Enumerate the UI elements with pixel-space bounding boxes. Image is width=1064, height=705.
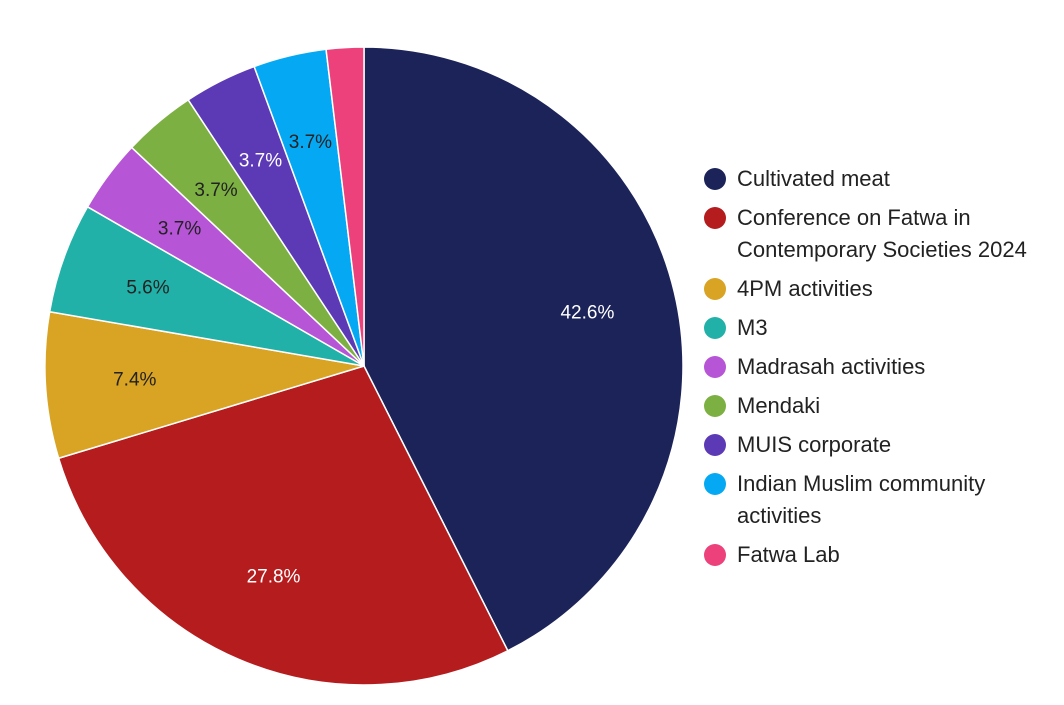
legend-label: MUIS corporate bbox=[737, 432, 892, 457]
pie-slice-cultivated-meat[interactable] bbox=[363, 46, 684, 652]
legend-item[interactable]: Cultivated meat bbox=[704, 163, 1060, 195]
pie-slice-labels: 42.6%27.8%7.4%5.6%3.7%3.7%3.7%3.7% bbox=[113, 132, 614, 587]
legend-item[interactable]: 4PM activities bbox=[704, 273, 1060, 305]
pie-slice-conference-on-fatwa-in-contemporary-societies-2024[interactable] bbox=[57, 365, 509, 686]
legend-swatch bbox=[704, 544, 726, 566]
legend-item[interactable]: MUIS corporate bbox=[704, 429, 1060, 461]
legend-swatch bbox=[704, 434, 726, 456]
pie-chart-canvas: 42.6%27.8%7.4%5.6%3.7%3.7%3.7%3.7% bbox=[44, 46, 684, 686]
legend-label: Cultivated meat bbox=[737, 166, 890, 191]
legend-item[interactable]: M3 bbox=[704, 312, 1060, 344]
pie-slice-value-label: 3.7% bbox=[158, 219, 201, 240]
pie-slice-4pm-activities[interactable] bbox=[44, 310, 365, 460]
legend-swatch bbox=[704, 317, 726, 339]
legend-swatch bbox=[704, 278, 726, 300]
pie-slice-value-label: 7.4% bbox=[113, 370, 156, 391]
legend-swatch bbox=[704, 168, 726, 190]
legend-swatch bbox=[704, 395, 726, 417]
pie-slices bbox=[44, 46, 684, 686]
legend-label: Madrasah activities bbox=[737, 354, 926, 379]
pie-slice-value-label: 5.6% bbox=[126, 277, 169, 298]
legend-item[interactable]: Indian Muslim community activities bbox=[704, 468, 1060, 532]
legend-item[interactable]: Madrasah activities bbox=[704, 351, 1060, 383]
legend-item[interactable]: Conference on Fatwa in Contemporary Soci… bbox=[704, 202, 1060, 266]
legend-item[interactable]: Fatwa Lab bbox=[704, 539, 1060, 571]
legend-label: Indian Muslim community activities bbox=[737, 471, 986, 528]
legend-label: M3 bbox=[737, 315, 768, 340]
pie-slice-value-label: 3.7% bbox=[194, 180, 237, 201]
legend-swatch bbox=[704, 473, 726, 495]
pie-slice-value-label: 42.6% bbox=[560, 302, 614, 323]
legend-label: Conference on Fatwa in Contemporary Soci… bbox=[737, 205, 1027, 262]
legend-label: 4PM activities bbox=[737, 276, 873, 301]
legend-swatch bbox=[704, 207, 726, 229]
legend-label: Fatwa Lab bbox=[737, 542, 840, 567]
pie-slice-value-label: 3.7% bbox=[239, 150, 282, 171]
pie-slice-fatwa-lab[interactable] bbox=[325, 46, 365, 367]
pie-slice-value-label: 27.8% bbox=[247, 567, 301, 588]
chart-legend: Cultivated meat Conference on Fatwa in C… bbox=[704, 163, 1060, 578]
pie-slice-value-label: 3.7% bbox=[289, 132, 332, 153]
legend-swatch bbox=[704, 356, 726, 378]
legend-label: Mendaki bbox=[737, 393, 821, 418]
legend-item[interactable]: Mendaki bbox=[704, 390, 1060, 422]
